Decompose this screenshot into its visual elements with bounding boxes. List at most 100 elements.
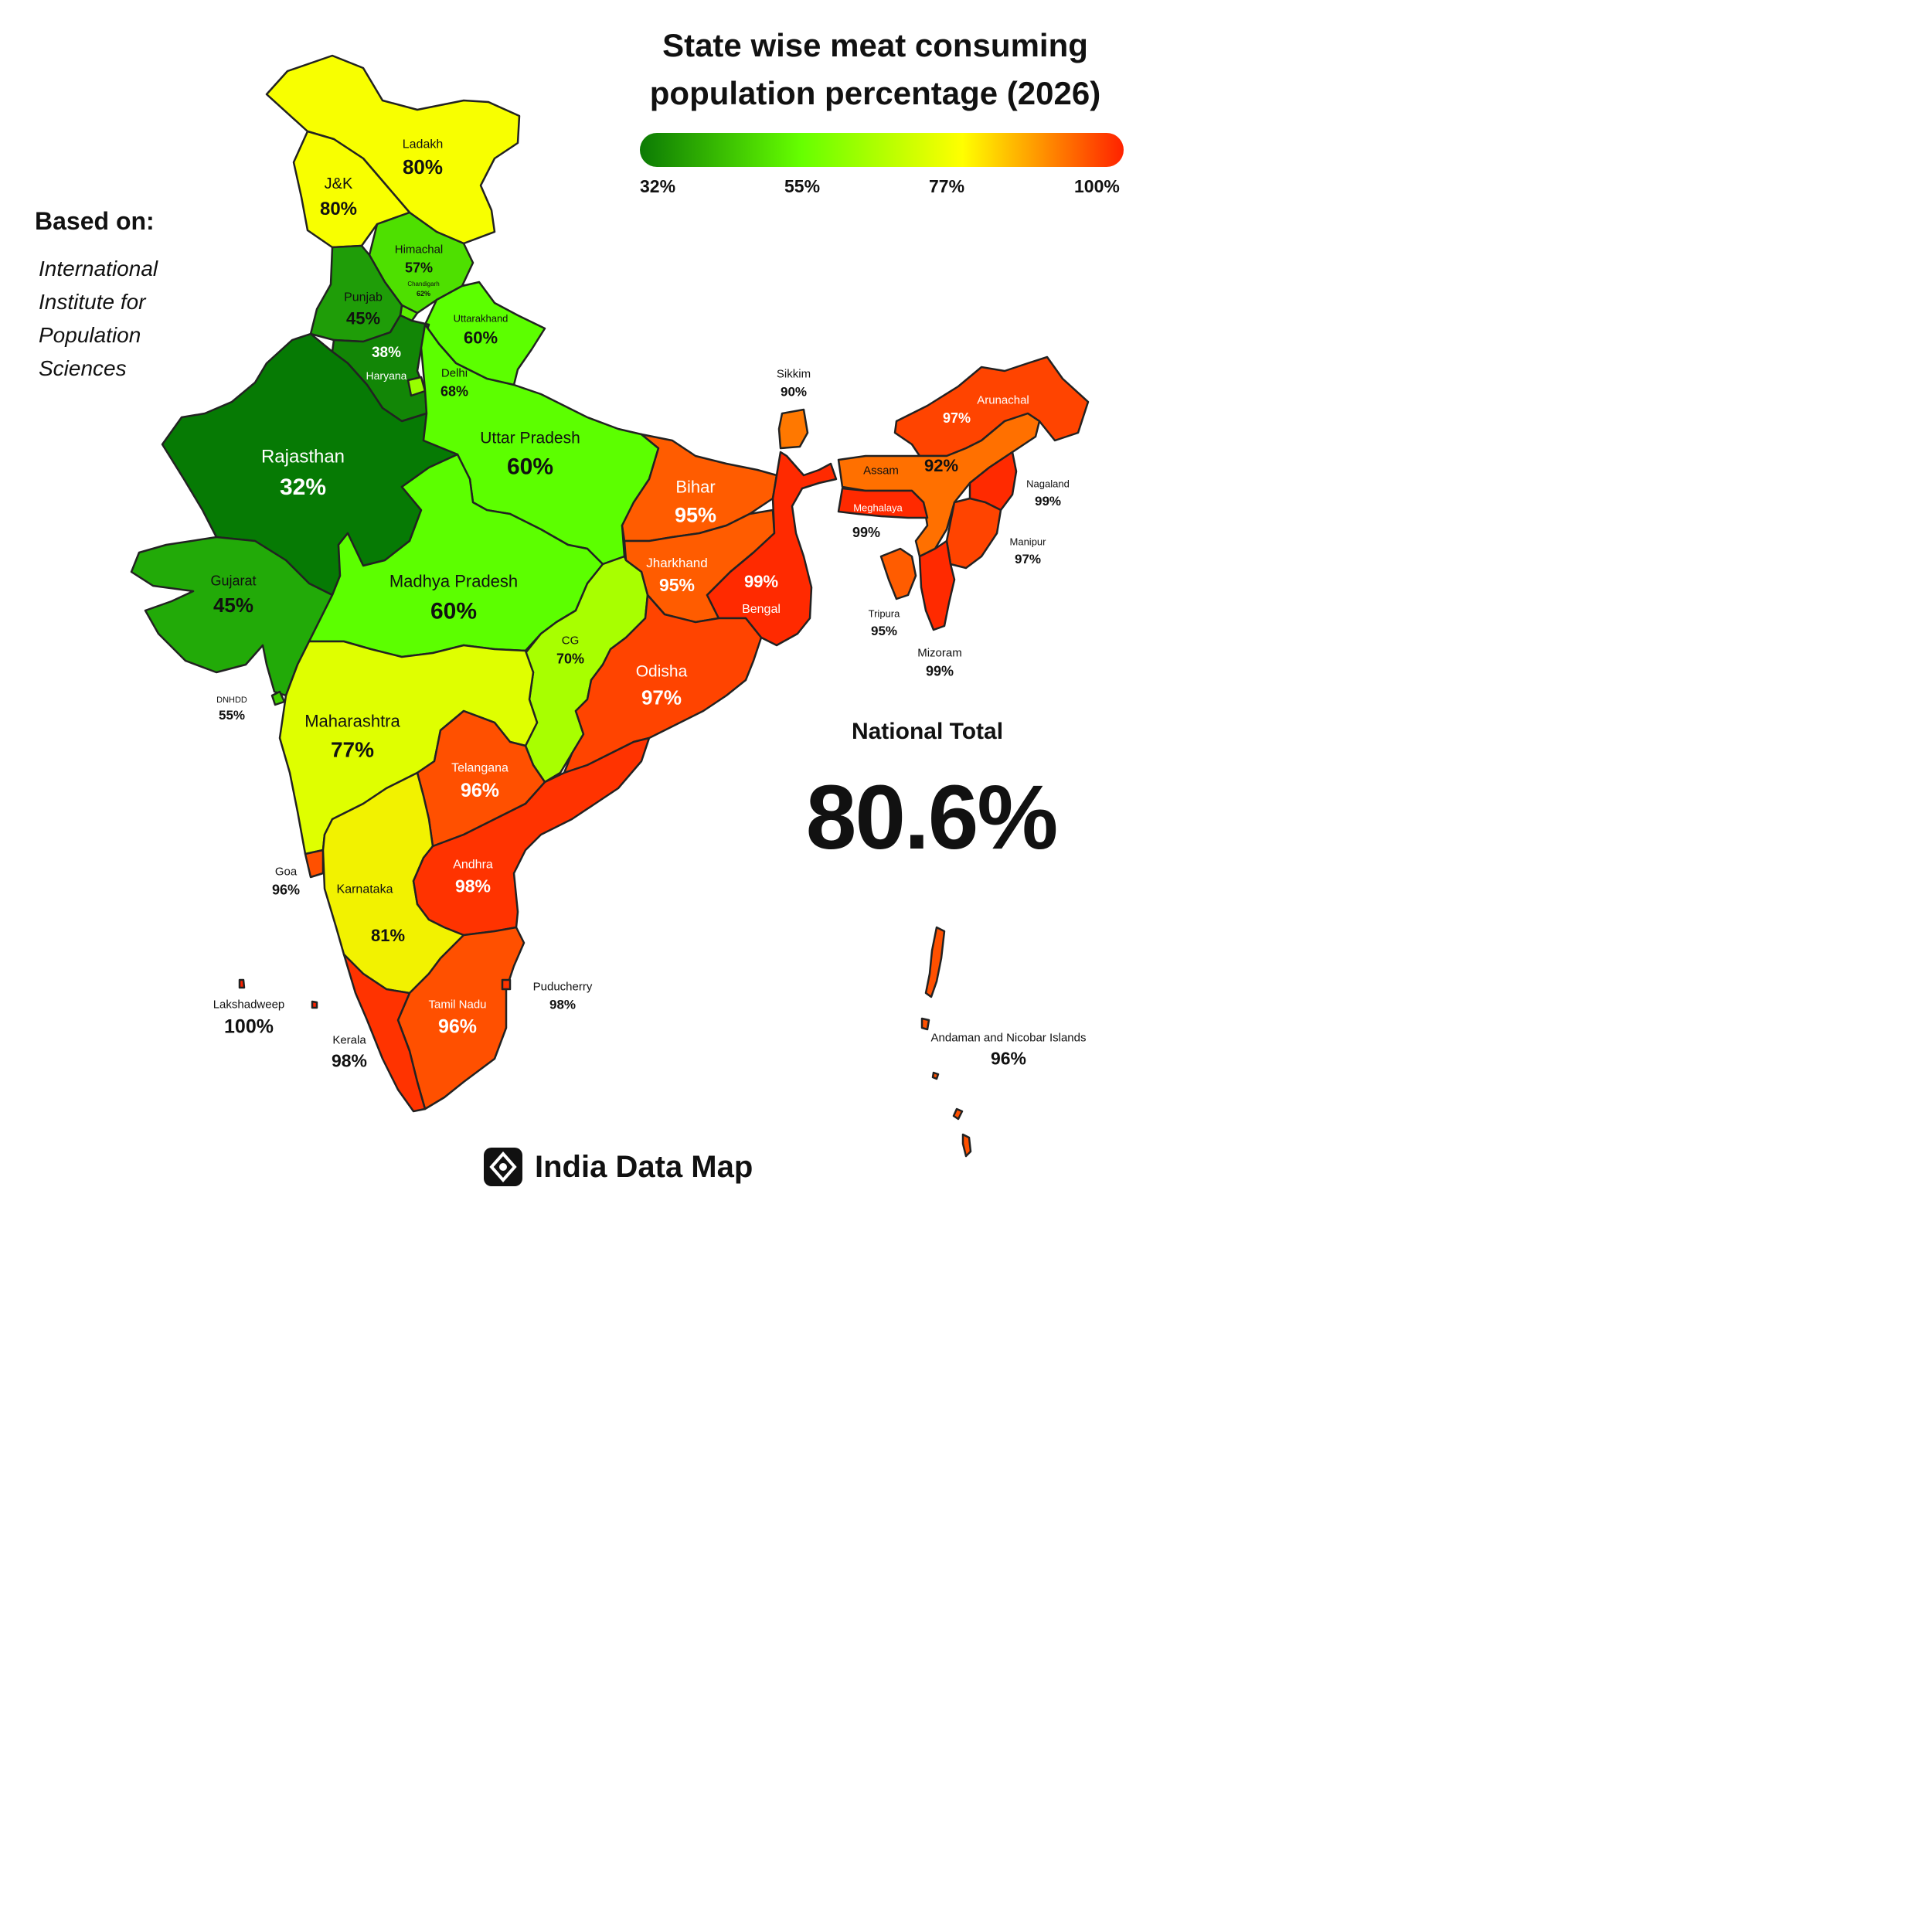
source-line: Sciences xyxy=(39,356,127,380)
region-value-karnataka: 81% xyxy=(371,926,405,945)
legend-tick-max: 100% xyxy=(1074,176,1120,196)
legend-tick-min: 32% xyxy=(640,176,676,196)
region-name-mizoram: Mizoram xyxy=(917,646,962,659)
region-tripura[interactable] xyxy=(879,547,917,600)
region-value-jharkhand: 95% xyxy=(659,575,695,595)
region-name-cg: CG xyxy=(562,634,580,647)
region-value-bihar: 95% xyxy=(675,503,716,526)
region-value-rajasthan: 32% xyxy=(280,474,326,500)
region-meghalaya[interactable] xyxy=(837,487,929,519)
region-value-jk: 80% xyxy=(320,199,357,219)
source-line: Population xyxy=(39,323,141,347)
region-name-maharashtra: Maharashtra xyxy=(304,712,400,731)
region-name-mp: Madhya Pradesh xyxy=(389,572,518,591)
region-value-andhra: 98% xyxy=(455,876,491,896)
region-name-meghalaya: Meghalaya xyxy=(853,502,903,514)
region-value-odisha: 97% xyxy=(641,686,682,709)
region-name-kerala: Kerala xyxy=(332,1033,366,1046)
source-line: International xyxy=(39,257,158,281)
region-value-mp: 60% xyxy=(430,598,477,624)
region-name-andaman: Andaman and Nicobar Islands xyxy=(931,1031,1087,1044)
brand-name: India Data Map xyxy=(535,1149,753,1184)
region-value-punjab: 45% xyxy=(346,308,380,328)
region-sikkim[interactable] xyxy=(777,408,809,450)
india-map: Ladakh 80% J&K 80% Himachal 57% Chandigarh 62% P… xyxy=(130,54,1090,1158)
region-value-uttarakhand: 60% xyxy=(464,328,498,348)
region-name-sikkim: Sikkim xyxy=(777,367,811,380)
region-manipur[interactable] xyxy=(945,497,1002,570)
region-value-lakshadweep: 100% xyxy=(224,1015,274,1037)
region-name-manipur: Manipur xyxy=(1010,536,1047,548)
region-value-haryana: 38% xyxy=(372,345,401,361)
region-value-bengal: 99% xyxy=(744,572,778,591)
region-value-delhi: 68% xyxy=(440,384,468,400)
region-value-maharashtra: 77% xyxy=(331,737,374,761)
region-name-ladakh: Ladakh xyxy=(403,138,444,151)
region-value-meghalaya: 99% xyxy=(852,525,880,540)
region-name-gujarat: Gujarat xyxy=(210,573,256,588)
chart-title: State wise meat consuming population per… xyxy=(618,22,1132,117)
region-value-nagaland: 99% xyxy=(1035,494,1061,509)
region-name-odisha: Odisha xyxy=(636,662,688,680)
region-name-nagaland: Nagaland xyxy=(1026,478,1070,490)
region-delhi[interactable] xyxy=(406,376,427,397)
region-value-mizoram: 99% xyxy=(926,664,954,679)
region-name-bihar: Bihar xyxy=(675,478,715,497)
legend-tick-3: 77% xyxy=(929,176,965,196)
region-value-andaman: 96% xyxy=(991,1048,1026,1068)
region-name-assam: Assam xyxy=(863,464,899,477)
region-value-cg: 70% xyxy=(556,651,584,667)
source-text: International Institute for Population S… xyxy=(39,252,193,385)
region-value-telangana: 96% xyxy=(461,780,499,801)
national-total-value: 80.6% xyxy=(805,767,1059,869)
region-name-rajasthan: Rajasthan xyxy=(261,446,345,467)
region-value-assam: 92% xyxy=(924,456,958,475)
region-name-arunachal: Arunachal xyxy=(977,393,1029,406)
region-name-bengal: Bengal xyxy=(742,603,781,616)
region-name-goa: Goa xyxy=(275,865,298,878)
region-jk[interactable] xyxy=(292,130,411,249)
region-name-puducherry: Puducherry xyxy=(533,980,593,993)
title-line-2: population percentage (2026) xyxy=(649,75,1101,111)
region-name-chandigarh: Chandigarh xyxy=(407,281,439,287)
region-name-haryana: Haryana xyxy=(366,369,407,382)
region-value-himachal: 57% xyxy=(405,260,433,276)
region-value-arunachal: 97% xyxy=(943,410,971,426)
region-mizoram[interactable] xyxy=(918,539,956,631)
region-name-lakshadweep: Lakshadweep xyxy=(213,998,285,1011)
color-scale-bar xyxy=(640,133,1124,167)
region-name-punjab: Punjab xyxy=(344,291,383,304)
region-value-ladakh: 80% xyxy=(403,155,443,179)
region-bengal[interactable] xyxy=(706,451,838,647)
region-value-sikkim: 90% xyxy=(781,385,807,400)
region-value-tripura: 95% xyxy=(871,624,897,638)
region-puducherry[interactable] xyxy=(501,978,512,991)
region-name-delhi: Delhi xyxy=(441,366,468,379)
national-total-label: National Total xyxy=(851,719,1004,744)
region-value-dnhdd: 55% xyxy=(219,708,245,723)
region-name-jharkhand: Jharkhand xyxy=(646,556,707,570)
region-value-chandigarh: 62% xyxy=(417,290,430,298)
region-name-karnataka: Karnataka xyxy=(337,883,393,896)
region-goa[interactable] xyxy=(304,849,325,879)
region-value-goa: 96% xyxy=(272,883,300,898)
region-value-gujarat: 45% xyxy=(213,594,253,617)
brand: India Data Map xyxy=(484,1145,753,1189)
region-name-up: Uttar Pradesh xyxy=(480,429,580,447)
region-lakshadweep[interactable] xyxy=(238,978,318,1009)
region-andhra[interactable] xyxy=(412,736,651,937)
region-name-dnhdd: DNHDD xyxy=(216,696,247,705)
brand-logo-icon xyxy=(484,1148,522,1186)
title-line-1: State wise meat consuming xyxy=(662,27,1088,63)
region-value-puducherry: 98% xyxy=(549,998,576,1012)
region-name-himachal: Himachal xyxy=(395,243,444,256)
legend-tick-2: 55% xyxy=(784,176,821,196)
region-andaman[interactable] xyxy=(920,926,972,1158)
region-name-andhra: Andhra xyxy=(453,859,493,872)
region-kerala[interactable] xyxy=(342,953,427,1113)
region-name-jk: J&K xyxy=(325,175,353,192)
region-name-telangana: Telangana xyxy=(451,762,509,775)
region-name-tripura: Tripura xyxy=(869,608,900,620)
region-gujarat[interactable] xyxy=(130,536,334,697)
region-value-up: 60% xyxy=(507,454,553,479)
